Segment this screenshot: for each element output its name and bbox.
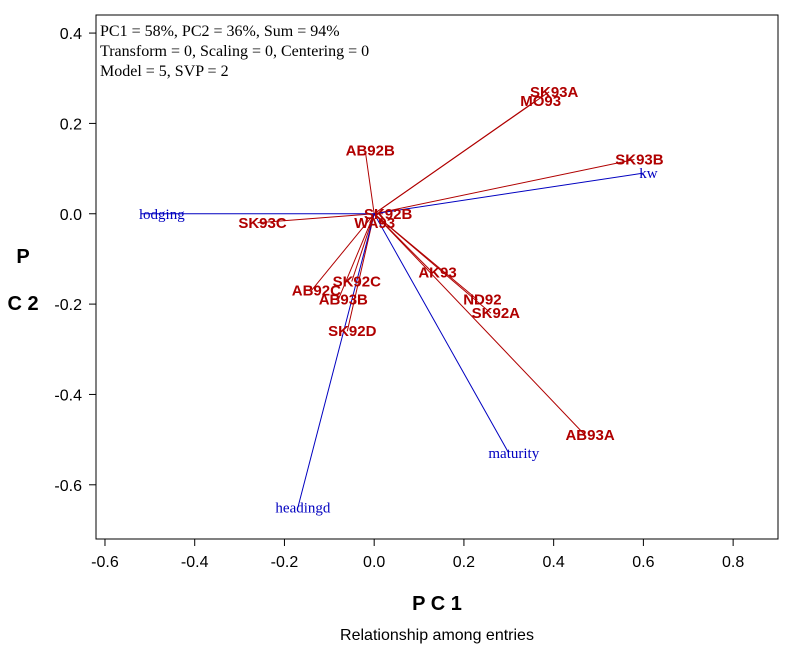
x-tick-label: 0.0 [363, 554, 385, 571]
entry-vector-sk92c [351, 213, 375, 282]
y-tick-label: 0.2 [60, 116, 82, 133]
x-tick-label: 0.8 [722, 554, 744, 571]
y-tick-label: 0.0 [60, 207, 82, 224]
x-axis-title: P C 1 [412, 593, 462, 615]
x-tick-label: -0.4 [181, 554, 209, 571]
trait-vector-kw [374, 172, 644, 215]
x-tick-label: 0.2 [453, 554, 475, 571]
entry-vector-sk93c [257, 213, 375, 224]
trait-label-headingd: headingd [275, 500, 330, 516]
y-tick-label: -0.2 [54, 297, 82, 314]
entry-label-sk92b: SK92B [364, 206, 413, 223]
entry-vector-sk92a [373, 213, 492, 314]
entry-label-ab93a: AB93A [565, 427, 614, 444]
entry-label-sk93b: SK93B [615, 152, 664, 169]
trait-label-lodging: lodging [139, 207, 185, 223]
entry-label-mo93: MO93 [520, 93, 561, 110]
entry-label-sk93c: SK93C [238, 215, 287, 232]
entry-label-sk92c: SK92C [333, 274, 382, 291]
entry-vector-ab93b [337, 213, 375, 300]
entry-vector-ab92c [310, 213, 375, 291]
y-tick-label: -0.4 [54, 387, 82, 404]
info-box: PC1 = 58%, PC2 = 36%, Sum = 94% Transfor… [100, 23, 369, 80]
entry-label-sk93a: SK93A [530, 84, 579, 101]
trait-label-maturity: maturity [488, 446, 539, 462]
x-tick-label: -0.2 [271, 554, 299, 571]
x-tick-label: 0.4 [543, 554, 565, 571]
entry-vector-sk93b [374, 159, 635, 215]
y-tick-label: -0.6 [54, 478, 82, 495]
x-tick-label: 0.6 [632, 554, 654, 571]
y-axis-title-line-2: C 2 [7, 293, 38, 315]
x-tick-label: -0.6 [91, 554, 119, 571]
trait-vector-maturity [373, 213, 510, 454]
entry-label-ab92b: AB92B [346, 143, 395, 160]
info-line-1: PC1 = 58%, PC2 = 36%, Sum = 94% [100, 23, 340, 40]
info-line-2: Transform = 0, Scaling = 0, Centering = … [100, 43, 369, 60]
vectors [140, 91, 644, 508]
trait-label-kw: kw [639, 166, 658, 182]
entry-vector-ab93a [373, 213, 586, 436]
entry-vector-ab92b [364, 150, 375, 214]
plot-frame [95, 14, 779, 540]
entry-label-wa93: WA93 [354, 215, 395, 232]
entry-label-ab93b: AB93B [319, 292, 368, 309]
entry-label-sk92d: SK92D [328, 323, 377, 340]
entry-label-ab92c: AB92C [292, 283, 341, 300]
info-line-3: Model = 5, SVP = 2 [100, 63, 229, 80]
axes: -0.6 -0.4 -0.2 0.0 0.2 0.4 0.6 0.8 0.4 0.2 0.0 -0.2… [54, 26, 744, 571]
entry-vector-sk92d [346, 213, 375, 332]
y-axis-title: P C 2 [7, 246, 38, 315]
chart-subtitle: Relationship among entries [340, 627, 534, 644]
entry-label-sk92a: SK92A [472, 305, 521, 322]
entry-label-ak93: AK93 [418, 264, 456, 281]
entry-vector-mo93 [373, 100, 536, 215]
y-axis-title-line-1: P [16, 246, 29, 268]
entry-label-nd92: ND92 [463, 292, 501, 309]
trait-vector-headingd [297, 213, 375, 508]
y-tick-label: 0.4 [60, 26, 82, 43]
